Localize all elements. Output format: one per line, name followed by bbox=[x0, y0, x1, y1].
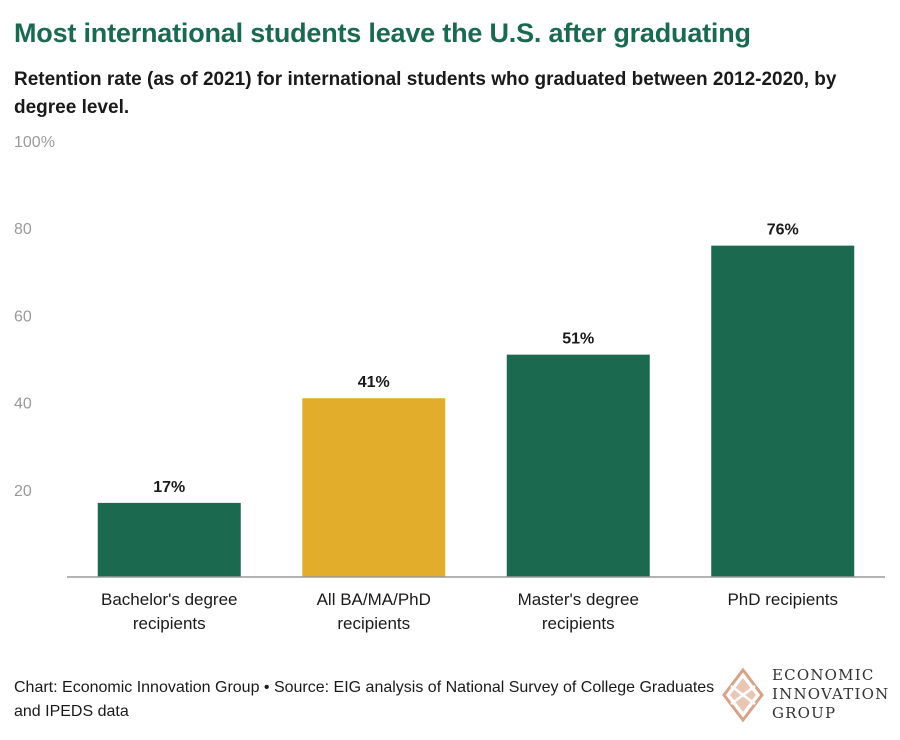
chart-title: Most international students leave the U.… bbox=[14, 18, 751, 48]
x-tick-label-line: recipients bbox=[133, 614, 206, 633]
y-tick-label: 60 bbox=[14, 308, 32, 325]
x-tick-label-line: recipients bbox=[542, 614, 615, 633]
logo-line: GROUP bbox=[772, 704, 837, 722]
y-tick-label: 100% bbox=[14, 134, 55, 151]
bar-chart: 20 40 60 80 100% 17% 41% 51% 76% Bachelor's deg… bbox=[14, 134, 885, 633]
x-tick-label-line: PhD recipients bbox=[727, 590, 838, 609]
bar bbox=[711, 245, 855, 577]
data-label: 17% bbox=[153, 479, 185, 496]
x-tick-label-line: Master's degree bbox=[518, 590, 639, 609]
chart-footer-source: Chart: Economic Innovation Group • Sourc… bbox=[14, 679, 715, 720]
x-tick-label: Bachelor's degree recipients bbox=[101, 590, 238, 633]
y-axis-ticks: 20 40 60 80 100% bbox=[14, 134, 55, 500]
bar bbox=[506, 354, 650, 577]
y-tick-label: 40 bbox=[14, 396, 32, 413]
x-tick-label: PhD recipients bbox=[727, 590, 838, 609]
chart-subtitle: Retention rate (as of 2021) for internat… bbox=[14, 69, 837, 118]
data-label: 76% bbox=[767, 222, 799, 239]
x-tick-label: Master's degree recipients bbox=[518, 590, 639, 633]
bars bbox=[97, 245, 855, 577]
eig-logo: ECONOMIC INNOVATION GROUP bbox=[722, 664, 892, 726]
y-tick-label: 20 bbox=[14, 483, 32, 500]
eig-diamond-logo-icon bbox=[722, 668, 764, 722]
logo-line: ECONOMIC bbox=[772, 666, 875, 684]
y-tick-label: 80 bbox=[14, 221, 32, 238]
bar bbox=[97, 502, 241, 577]
x-tick-label-line: All BA/MA/PhD bbox=[317, 590, 431, 609]
data-labels: 17% 41% 51% 76% bbox=[153, 222, 799, 496]
x-tick-label-line: recipients bbox=[337, 614, 410, 633]
data-label: 41% bbox=[358, 374, 390, 391]
data-label: 51% bbox=[562, 331, 594, 348]
x-tick-label-line: Bachelor's degree bbox=[101, 590, 238, 609]
eig-logo-text: ECONOMIC INNOVATION GROUP bbox=[772, 666, 889, 723]
bar bbox=[302, 398, 446, 577]
logo-line: INNOVATION bbox=[772, 685, 890, 703]
x-tick-label: All BA/MA/PhD recipients bbox=[317, 590, 431, 633]
